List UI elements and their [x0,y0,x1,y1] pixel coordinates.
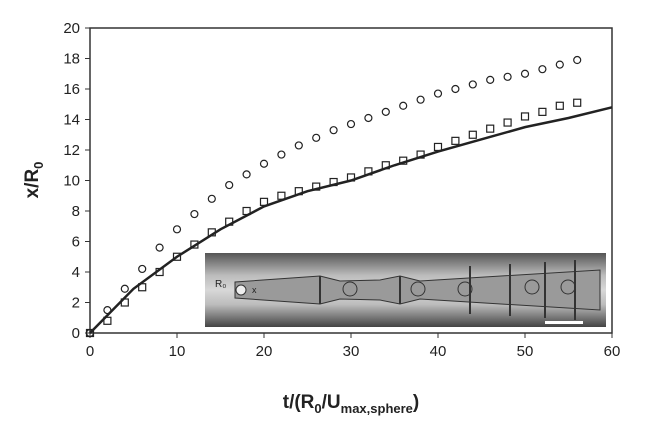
circle-marker [573,55,582,65]
y-tick-label: 6 [72,234,80,251]
y-tick-label: 12 [63,142,80,159]
circle-marker [538,65,547,74]
x-label-part: t/(R [283,392,315,413]
y-tick-label: 14 [63,112,80,129]
y-tick-label: 20 [63,20,80,37]
x-tick-label: 0 [86,343,94,360]
circle-marker [520,69,530,78]
y-tick-label: 0 [72,325,80,342]
y-tick-label: 4 [72,264,80,281]
circle-marker [399,101,408,110]
y-label-part: x/R [22,169,43,199]
circle-marker [416,95,425,104]
x-axis-label: t/(R0/Umax,sphere) [283,392,419,416]
square-marker [433,142,443,152]
circle-marker [259,159,269,168]
square-marker [468,130,477,139]
circle-marker [364,113,373,123]
circle-marker [225,180,234,190]
circle-marker [312,133,321,142]
x-tick-label: 20 [256,343,273,360]
square-marker [538,107,547,116]
circle-marker [346,119,356,129]
x-tick-label: 40 [430,343,447,360]
square-marker [451,136,460,145]
circle-marker [503,72,512,81]
line-series [89,106,613,334]
circle-marker [155,243,164,252]
circle-marker [120,284,129,293]
square-marker [103,316,112,325]
square-marker [503,118,512,127]
circle-marker [486,75,495,84]
y-label-sub: 0 [31,162,46,169]
square-marker [555,101,564,110]
x-label-sub: max,sphere [341,401,413,416]
square-marker [520,112,530,121]
circle-marker [190,209,199,219]
circle-marker [172,225,182,234]
circle-marker [555,60,564,69]
x-tick-label: 30 [343,343,360,360]
circle-marker [433,89,443,98]
square-marker [486,124,495,133]
x-label-sub: 0 [314,401,321,416]
y-tick-label: 2 [72,295,80,312]
x-tick-label: 10 [169,343,186,360]
y-tick-label: 18 [63,51,80,68]
circle-marker [277,150,286,159]
x-label-part: /U [322,392,341,413]
x-tick-label: 60 [604,343,621,360]
square-marker [573,98,582,107]
circle-marker [468,80,477,89]
circle-marker [294,141,303,150]
y-tick-label: 10 [63,173,80,190]
inset-label: R₀ [215,279,226,290]
y-tick-label: 16 [63,81,80,98]
y-tick-label: 8 [72,203,80,220]
square-marker [85,328,95,338]
inset-image: R₀ x [205,253,606,327]
circle-marker [242,170,251,179]
circle-marker [207,194,216,203]
circle-marker [381,107,390,116]
y-axis-label: x/R0 [22,162,46,199]
x-label-part: ) [413,392,419,413]
square-marker [172,252,182,261]
circle-marker [451,84,460,94]
inset-label: x [252,285,257,295]
x-tick-label: 50 [517,343,534,360]
circle-marker [138,264,147,274]
circle-marker [329,126,338,135]
